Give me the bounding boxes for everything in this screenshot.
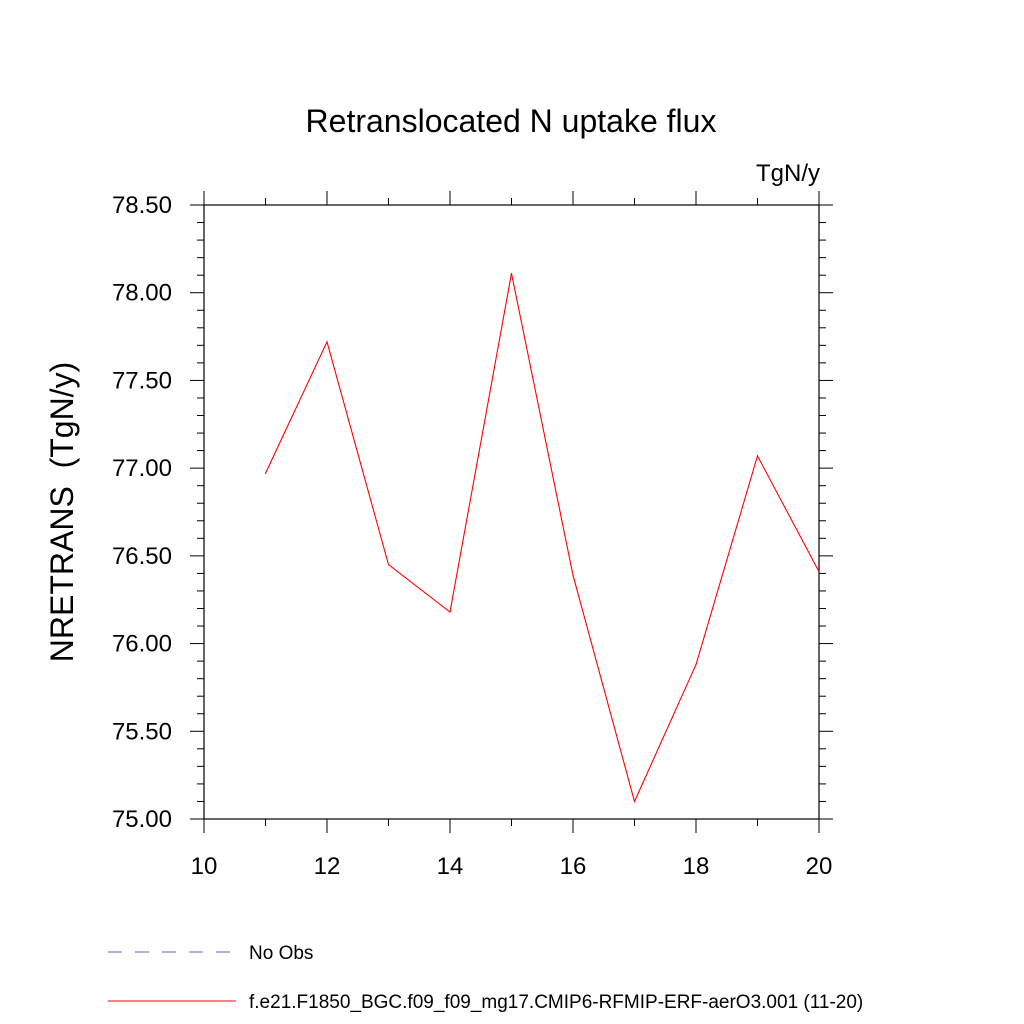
legend-label: f.e21.F1850_BGC.f09_f09_mg17.CMIP6-RFMIP…: [249, 992, 863, 1013]
y-tick-label: 78.50: [112, 192, 172, 219]
y-tick-label: 75.50: [112, 718, 172, 745]
x-tick-label: 18: [683, 853, 710, 880]
y-tick-label: 76.00: [112, 631, 172, 658]
data-point: [633, 800, 636, 803]
units-label: TgN/y: [756, 160, 820, 187]
data-point: [572, 574, 574, 576]
y-tick-label: 77.50: [112, 367, 172, 394]
x-tick-label: 14: [437, 853, 464, 880]
series-line: [265, 273, 820, 804]
legend-label: No Obs: [249, 943, 313, 964]
data-point: [449, 611, 451, 613]
x-tick-label: 16: [560, 853, 587, 880]
y-tick-label: 76.50: [112, 543, 172, 570]
data-point: [387, 564, 390, 566]
x-tick-label: 10: [191, 853, 218, 880]
chart-title: Retranslocated N uptake flux: [306, 103, 717, 139]
data-point: [510, 272, 513, 275]
data-point: [326, 341, 328, 343]
data-point: [264, 472, 267, 475]
x-tick-label: 12: [314, 853, 341, 880]
data-point: [818, 571, 820, 573]
y-tick-label: 75.00: [112, 806, 172, 833]
y-axis-label: NRETRANS (TgN/y): [44, 362, 80, 662]
y-tick-label: 77.00: [112, 455, 172, 482]
data-point: [756, 455, 759, 457]
data-point: [695, 664, 697, 666]
plot-frame: [203, 204, 820, 820]
y-tick-label: 78.00: [112, 280, 172, 307]
x-tick-label: 20: [806, 853, 833, 880]
